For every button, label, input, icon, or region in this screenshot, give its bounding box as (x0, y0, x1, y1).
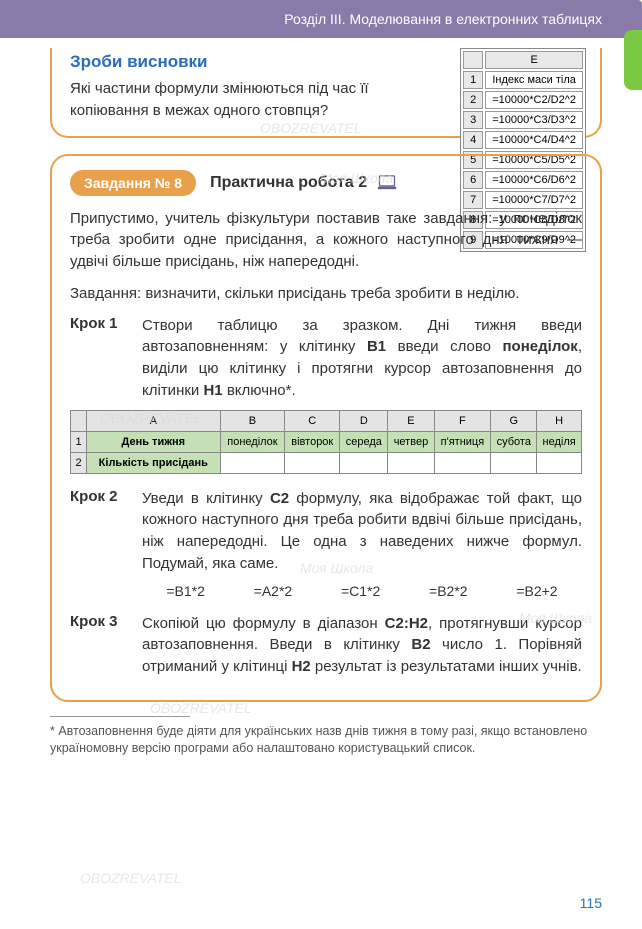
day-cell: неділя (537, 431, 582, 452)
task-assignment: Завдання: визначити, скільки присідань т… (70, 283, 582, 305)
row-num: 1 (463, 71, 483, 89)
cell-ref: C2 (270, 490, 289, 507)
col-header: G (491, 410, 537, 431)
row-header-cell: Кількість присідань (87, 452, 221, 473)
chapter-header: Розділ III. Моделювання в електронних та… (0, 0, 642, 38)
bold-word: понеділок (503, 338, 578, 355)
step-1-label: Крок 1 (70, 315, 142, 402)
day-cell: середа (340, 431, 388, 452)
text-fragment: результат із результатами інших учнів. (311, 658, 582, 675)
empty-cell (537, 452, 582, 473)
cell-ref: H1 (203, 382, 222, 399)
row-header-cell: День тижня (87, 431, 221, 452)
col-header: E (388, 410, 434, 431)
watermark: OBOZREVATEL (150, 700, 252, 716)
formula-option: =C1*2 (341, 583, 380, 599)
task-header-row: Завдання № 8 Практична робота 2 (70, 170, 582, 196)
row-num: 4 (463, 131, 483, 149)
day-cell: субота (491, 431, 537, 452)
row-num: 3 (463, 111, 483, 129)
footnote-block: * Автозаповнення буде діяти для українсь… (0, 716, 642, 757)
col-header: B (220, 410, 285, 431)
task-title: Практична робота 2 (210, 174, 367, 192)
conclusion-box: Зроби висновки Які частини формули зміню… (50, 48, 602, 138)
day-cell: п'ятниця (434, 431, 491, 452)
text-fragment: Уведи в клітинку (142, 490, 270, 507)
empty-cell (340, 452, 388, 473)
formula-option: =A2*2 (254, 583, 293, 599)
step-2-text: Уведи в клітинку C2 формулу, яка відобра… (142, 488, 582, 575)
formula-options: =B1*2 =A2*2 =C1*2 =B2*2 =B2+2 (142, 583, 582, 599)
formula-option: =B1*2 (166, 583, 205, 599)
range-ref: C2:H2 (385, 615, 428, 632)
bmi-header: Індекс маси тіла (485, 71, 583, 89)
empty-cell (388, 452, 434, 473)
step-2: Крок 2 Уведи в клітинку C2 формулу, яка … (70, 488, 582, 575)
step-3: Крок 3 Скопіюй цю формулу в діапазон C2:… (70, 613, 582, 678)
col-header: F (434, 410, 491, 431)
row-num: 1 (71, 431, 87, 452)
task-box: Завдання № 8 Практична робота 2 Припусти… (50, 154, 602, 702)
formula-cell: =10000*C2/D2^2 (485, 91, 583, 109)
col-header: H (537, 410, 582, 431)
step-1-text: Створи таблицю за зразком. Дні тижня вве… (142, 315, 582, 402)
empty-cell (220, 452, 285, 473)
conclusion-question: Які частини формули змінюються під час ї… (70, 78, 380, 122)
row-num: 2 (71, 452, 87, 473)
formula-option: =B2*2 (429, 583, 468, 599)
row-num: 2 (463, 91, 483, 109)
watermark: OBOZREVATEL (80, 870, 182, 886)
step-1: Крок 1 Створи таблицю за зразком. Дні ти… (70, 315, 582, 402)
col-header: A (87, 410, 221, 431)
col-header: C (285, 410, 340, 431)
col-header: D (340, 410, 388, 431)
corner (71, 410, 87, 431)
col-e-header: E (485, 51, 583, 69)
footnote-text: * Автозаповнення буде діяти для українсь… (50, 724, 587, 755)
empty-cell (491, 452, 537, 473)
day-cell: четвер (388, 431, 434, 452)
text-fragment: Скопіюй цю формулу в діапазон (142, 615, 385, 632)
page-number: 115 (580, 895, 602, 911)
corner-cell (463, 51, 483, 69)
formula-cell: =10000*C3/D3^2 (485, 111, 583, 129)
cell-ref: B1 (367, 338, 386, 355)
text-fragment: введи слово (386, 338, 502, 355)
step-2-label: Крок 2 (70, 488, 142, 575)
cell-ref: H2 (292, 658, 311, 675)
text-fragment: включно*. (223, 382, 296, 399)
day-cell: понеділок (220, 431, 285, 452)
empty-cell (285, 452, 340, 473)
days-table: A B C D E F G H 1 День тижня понеділок в… (70, 410, 582, 474)
task-badge: Завдання № 8 (70, 170, 196, 196)
formula-cell: =10000*C4/D4^2 (485, 131, 583, 149)
formula-option: =B2+2 (516, 583, 557, 599)
cell-ref: B2 (411, 636, 430, 653)
laptop-icon (377, 175, 397, 191)
step-3-label: Крок 3 (70, 613, 142, 678)
side-tab (624, 30, 642, 90)
day-cell: вівторок (285, 431, 340, 452)
task-intro: Припустимо, учитель фізкультури поставив… (70, 208, 582, 273)
empty-cell (434, 452, 491, 473)
footnote-separator (50, 716, 190, 717)
step-3-text: Скопіюй цю формулу в діапазон C2:H2, про… (142, 613, 582, 678)
chapter-title: Розділ III. Моделювання в електронних та… (284, 11, 602, 27)
